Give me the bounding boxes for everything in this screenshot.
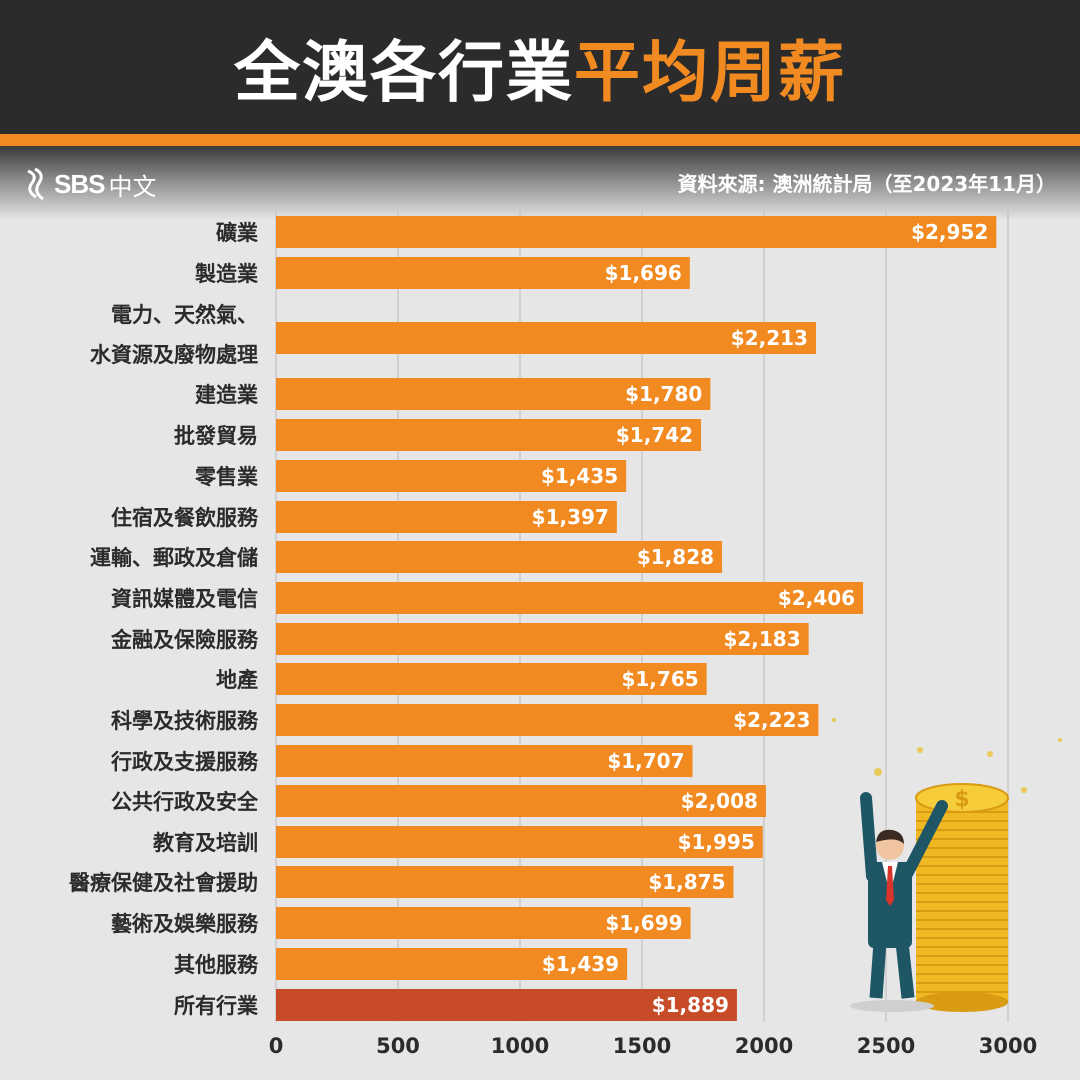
logo-lang: 中文 [108, 172, 157, 201]
bar [276, 663, 707, 695]
bar [276, 419, 702, 451]
bar-value-label: $1,696 [605, 261, 682, 285]
category-label: 公共行政及安全 [111, 790, 259, 814]
bar-value-label: $2,213 [731, 326, 808, 350]
category-label: 電力、天然氣、 [111, 303, 258, 327]
bar-value-label: $1,889 [652, 993, 729, 1017]
category-label: 科學及技術服務 [111, 709, 259, 733]
bar-value-label: $1,875 [648, 870, 725, 894]
category-label: 教育及培訓 [153, 831, 258, 855]
category-label: 建造業 [195, 383, 259, 407]
bar [276, 948, 628, 980]
category-label: 地產 [216, 668, 258, 692]
x-tick-label: 500 [376, 1034, 420, 1058]
bar-value-label: $2,223 [733, 708, 810, 732]
bar-value-label: $1,397 [532, 505, 609, 529]
bar [276, 785, 766, 817]
bar-value-label: $1,707 [607, 749, 684, 773]
category-label: 零售業 [194, 465, 259, 489]
bar [276, 745, 693, 777]
sparkle-icon [832, 718, 1062, 793]
accent-stripe [0, 134, 1080, 146]
bar-value-label: $1,780 [625, 382, 702, 406]
category-label: 礦業 [216, 221, 259, 245]
bar [276, 541, 723, 573]
bar-value-label: $1,828 [637, 545, 714, 569]
category-label: 金融及保險服務 [110, 628, 259, 652]
category-label: 批發貿易 [174, 424, 258, 448]
category-label: 水資源及廢物處理 [90, 343, 258, 367]
bar [276, 378, 711, 410]
bar [276, 257, 690, 289]
bar-value-label: $2,952 [911, 220, 988, 244]
coin-dollar-symbol: $ [954, 787, 969, 812]
bar [276, 501, 617, 533]
bar-value-label: $2,183 [723, 627, 800, 651]
businessman-with-coins-illustration: $ [832, 718, 1062, 1012]
bar [276, 582, 864, 614]
x-tick-label: 2000 [735, 1034, 793, 1058]
category-label: 製造業 [194, 262, 259, 286]
bar [276, 623, 809, 655]
title-part2: 平均周薪 [574, 34, 846, 111]
bar-value-label: $2,008 [681, 789, 758, 813]
category-label: 藝術及娛樂服務 [111, 912, 259, 936]
bar [276, 826, 763, 858]
bar-value-label: $1,699 [605, 911, 682, 935]
category-label: 行政及支援服務 [110, 750, 259, 774]
category-label: 資訊媒體及電信 [111, 587, 258, 611]
category-label: 住宿及餐飲服務 [111, 506, 259, 530]
title-part1: 全澳各行業 [234, 34, 574, 111]
bar [276, 989, 737, 1021]
bar [276, 866, 734, 898]
businessman-figure [850, 792, 948, 1012]
bar [276, 216, 997, 248]
subheader-band [0, 146, 1080, 220]
logo-brand: SBS [54, 168, 105, 199]
x-tick-label: 1000 [491, 1034, 549, 1058]
x-tick-label: 0 [269, 1034, 284, 1058]
category-label: 所有行業 [174, 994, 259, 1018]
header-bar: 全澳各行業 平均周薪 [0, 0, 1080, 134]
source-note: 資料來源: 澳洲統計局（至2023年11月） [677, 172, 1056, 196]
bar-value-label: $1,765 [621, 667, 698, 691]
sbs-logo: SBS 中文 [24, 164, 156, 204]
x-tick-label: 1500 [613, 1034, 671, 1058]
bar-value-label: $1,742 [616, 423, 693, 447]
category-label: 運輸、郵政及倉儲 [90, 546, 258, 570]
sbs-wave-icon [27, 167, 44, 201]
bar-value-label: $1,995 [678, 830, 755, 854]
bar-value-label: $2,406 [778, 586, 855, 610]
bar [276, 907, 691, 939]
bar-value-label: $1,439 [542, 952, 619, 976]
bar [276, 704, 819, 736]
category-label: 其他服務 [174, 953, 259, 977]
bar [276, 460, 627, 492]
bar-value-label: $1,435 [541, 464, 618, 488]
x-tick-label: 2500 [857, 1034, 915, 1058]
bar [276, 322, 816, 354]
x-tick-label: 3000 [979, 1034, 1037, 1058]
category-label: 醫療保健及社會援助 [69, 871, 258, 895]
